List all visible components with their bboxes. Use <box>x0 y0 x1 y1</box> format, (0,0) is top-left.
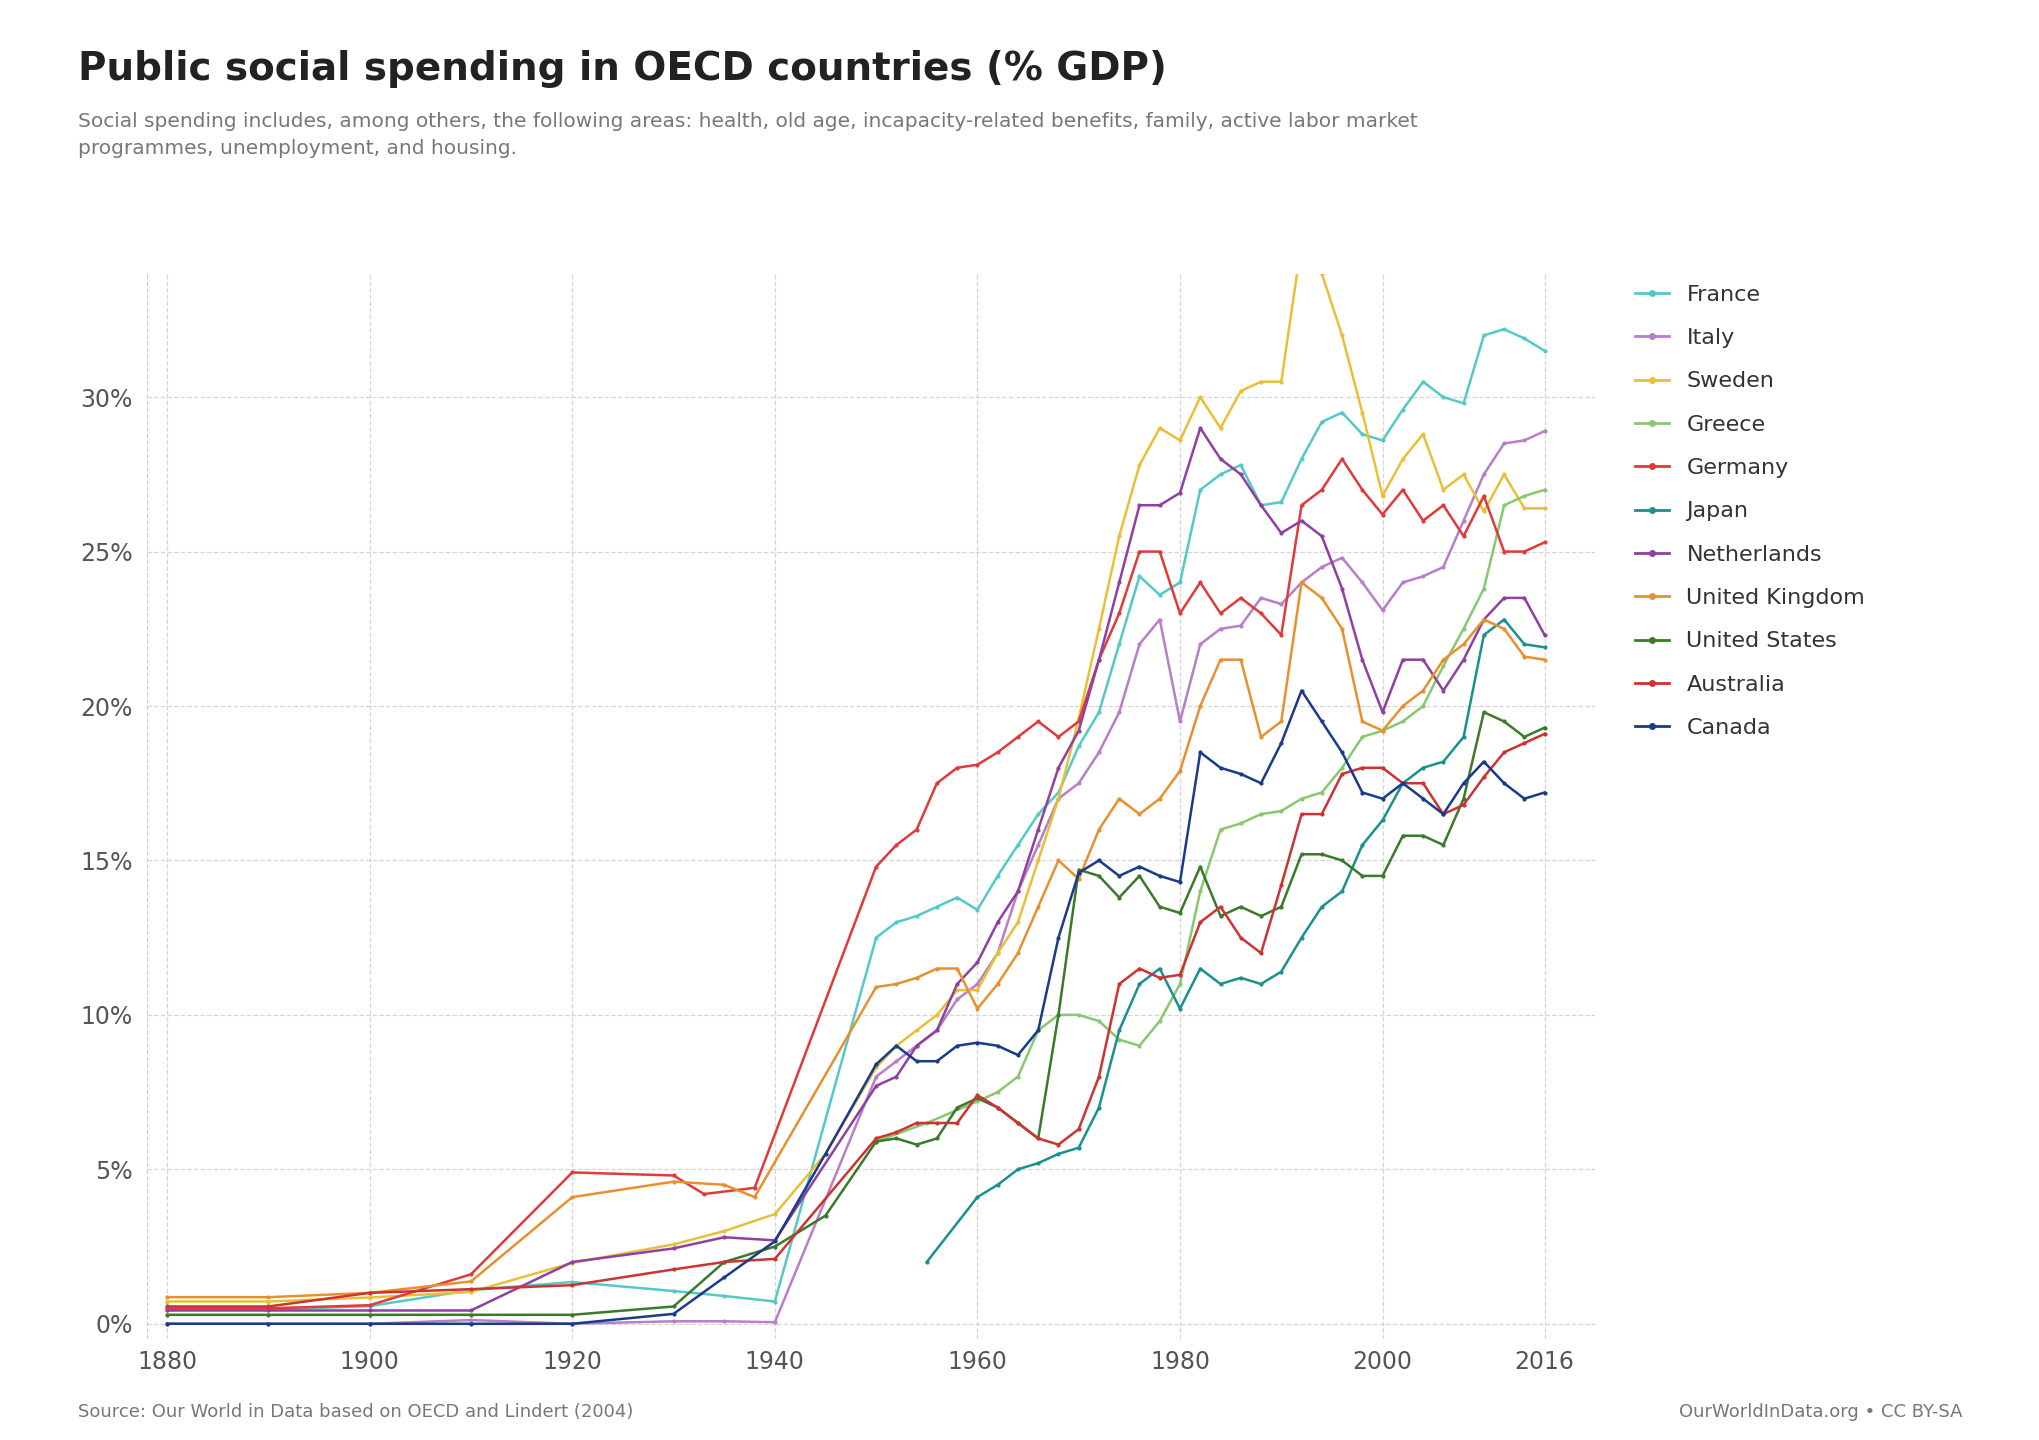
Text: Source: Our World in Data based on OECD and Lindert (2004): Source: Our World in Data based on OECD … <box>77 1403 632 1421</box>
Text: OurWorldInData.org • CC BY-SA: OurWorldInData.org • CC BY-SA <box>1678 1403 1962 1421</box>
Text: Our World: Our World <box>1862 48 1959 65</box>
Text: in Data: in Data <box>1876 78 1945 95</box>
Legend: France, Italy, Sweden, Greece, Germany, Japan, Netherlands, United Kingdom, Unit: France, Italy, Sweden, Greece, Germany, … <box>1635 285 1864 739</box>
Text: Public social spending in OECD countries (% GDP): Public social spending in OECD countries… <box>77 50 1166 88</box>
Text: Social spending includes, among others, the following areas: health, old age, in: Social spending includes, among others, … <box>77 112 1417 158</box>
